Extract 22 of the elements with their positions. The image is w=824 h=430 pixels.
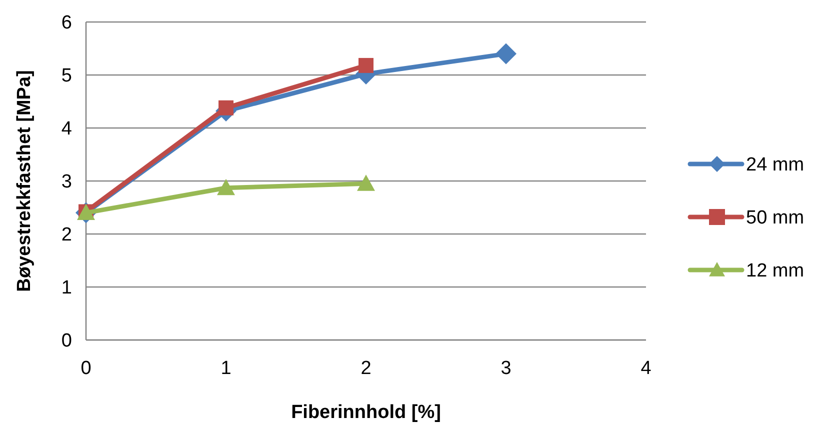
x-tick-label: 3 [500,358,512,379]
y-tick-label: 4 [61,118,72,140]
y-tick-label: 1 [61,278,72,299]
legend-label: 12 mm [746,260,804,282]
point [357,174,375,191]
x-tick-label: 1 [220,358,232,379]
point [217,178,235,196]
y-tick-label: 2 [61,224,72,246]
y-tick-label: 3 [61,172,72,193]
x-tick-label: 4 [640,358,652,379]
point [218,100,234,116]
y-tick-label: 5 [61,66,72,87]
x-tick-label: 0 [80,358,92,379]
y-tick-label: 6 [61,12,72,34]
y-axis-title: Bøyestrekkfasthet [MPa] [14,70,35,292]
point [496,43,516,64]
y-tick-label: 0 [61,330,72,352]
legend-label: 24 mm [746,154,804,176]
point [358,58,374,73]
x-tick-label: 2 [360,358,372,379]
x-axis-title: Fiberinnhold [%] [291,402,441,423]
legend-label: 50 mm [746,208,804,229]
